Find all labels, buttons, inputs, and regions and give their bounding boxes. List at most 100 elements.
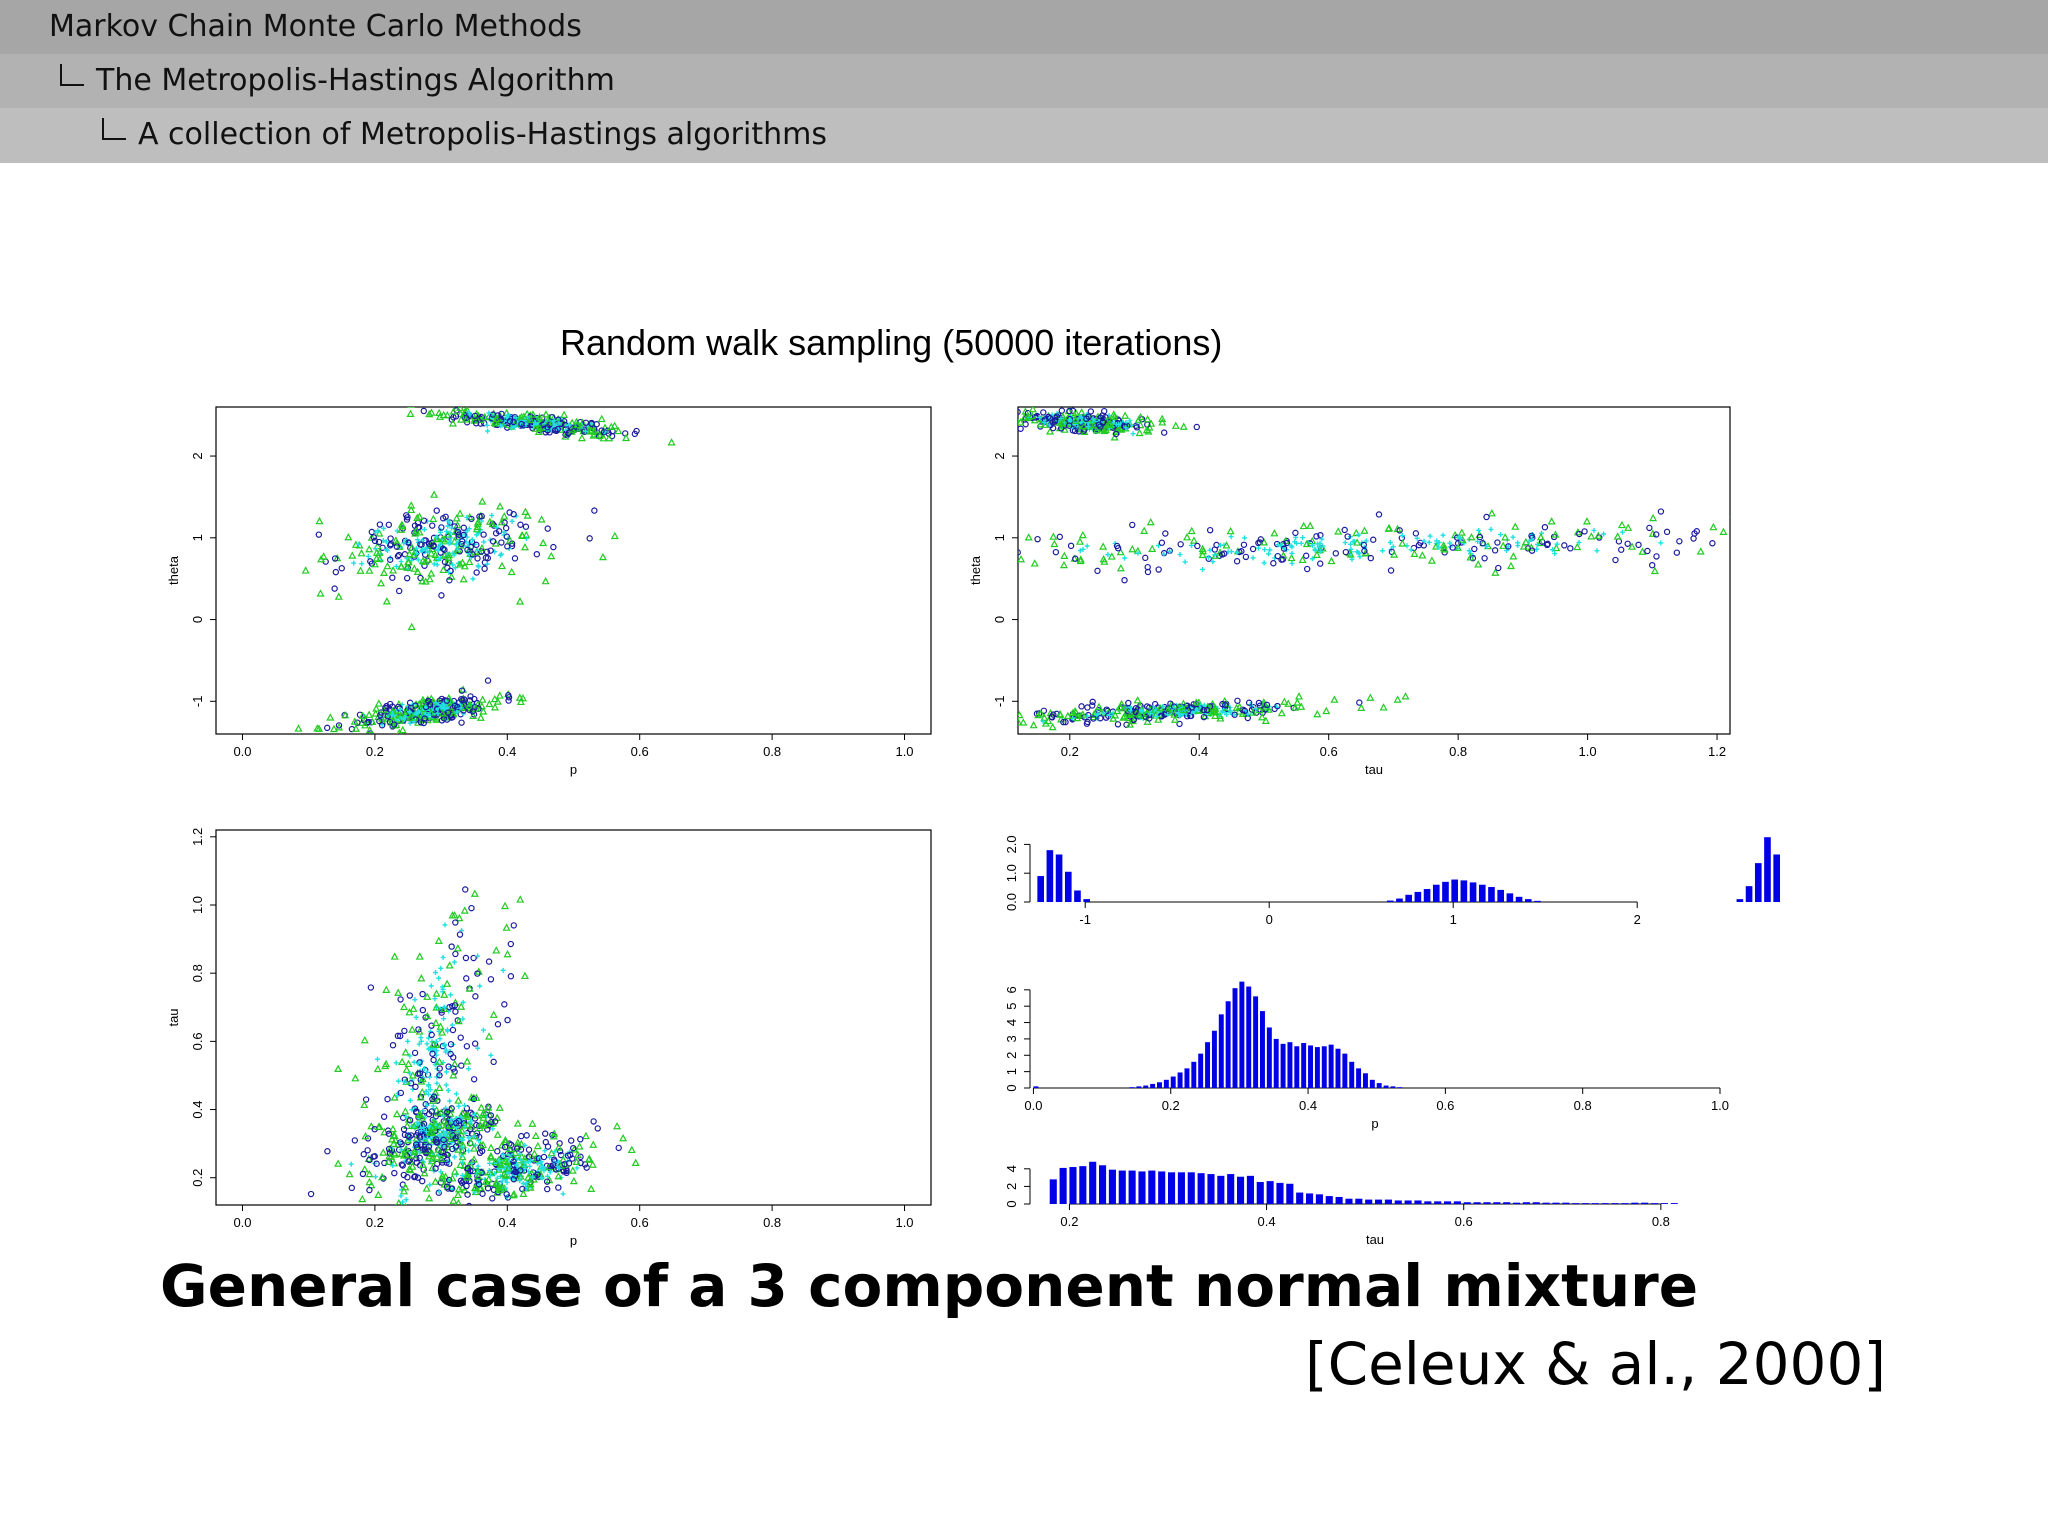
scatter-point-triangle [358,1194,367,1203]
scatter-point-plus [437,541,443,547]
scatter-point-triangle [1551,530,1560,538]
histogram-bar [1369,1079,1375,1088]
scatter-point-triangle [439,410,448,419]
scatter-point-circle [518,420,525,428]
scatter-point-triangle [418,695,427,704]
scatter-point-triangle [486,1151,495,1160]
histogram-bar [1552,1202,1560,1204]
scatter-point-triangle [477,543,486,552]
y-axis-label: tau [166,1008,181,1026]
scatter-point-circle [462,886,469,893]
scatter-point-triangle [1650,566,1659,575]
x-tick-label: 1.0 [895,744,913,759]
scatter-point-circle [364,1147,371,1154]
scatter-point-circle [412,1083,419,1091]
scatter-point-plus [415,1061,421,1067]
scatter-point-circle [433,1136,440,1143]
scatter-point-circle [513,1145,521,1152]
scatter-point-circle [1618,546,1625,553]
scatter-point-triangle [568,1166,577,1174]
scatter-point-triangle [520,971,529,980]
scatter-point-circle [403,574,411,582]
scatter-point-plus [1554,541,1560,547]
scatter-point-triangle [466,1138,475,1146]
scatter-point-triangle [1260,538,1269,546]
histogram-bar [1432,884,1440,902]
scatter-point-circle [504,1016,511,1024]
scatter-point-triangle [1729,516,1730,518]
scatter-point-circle [445,1176,453,1184]
scatter-point-triangle [440,1117,449,1125]
scatter-point-circle [1060,718,1067,726]
scatter-point-circle [397,1089,405,1097]
scatter-point-circle [397,1211,402,1216]
scatter-point-triangle [407,622,416,631]
histogram-bar [1631,1202,1639,1204]
scatter-point-plus [443,1082,449,1088]
histogram-bar [1049,1179,1057,1204]
scatter-point-circle [1653,531,1660,538]
histogram-bar [1506,893,1514,902]
scatter-point-plus [468,1118,474,1124]
scatter-point-circle [433,1138,440,1146]
histogram-bar [1157,1082,1162,1088]
scatter-point-circle [348,1184,356,1192]
scatter-point-circle [387,540,395,548]
scatter-point-circle [501,1001,508,1008]
scatter-point-triangle [404,1059,413,1068]
scatter-point-plus [1289,544,1295,550]
scatter-point-plus [532,420,538,426]
scatter-point-plus [441,1016,447,1022]
histogram-bar [1143,1085,1149,1088]
scatter-point-triangle [1187,526,1196,535]
scatter-point-plus [547,1169,553,1175]
histogram-bar [1524,899,1532,902]
histogram-bar [1405,894,1412,902]
scatter-point-triangle [390,952,399,960]
histogram-bar [1515,896,1523,902]
scatter-point-triangle [445,961,454,969]
scatter-point-plus [401,1079,407,1085]
scatter-point-circle [395,551,403,559]
histogram-bar [1463,1202,1471,1204]
scatter-point-plus [390,1163,396,1169]
scatter-point-plus [398,1193,404,1199]
scatter-point-plus [538,1166,544,1172]
scatter-point-plus [538,1174,544,1180]
scatter-point-circle [481,565,488,572]
scatter-point-triangle [453,1190,462,1199]
scatter-point-plus [1250,555,1256,561]
scatter-point-triangle [1458,535,1467,543]
scatter-point-circle [1635,541,1642,549]
histogram-bar [1260,1011,1265,1088]
scatter-point-triangle [1007,410,1013,416]
scatter-point-triangle [427,549,436,557]
scatter-point-triangle [578,418,587,426]
scatter-point-circle [1412,530,1420,537]
tree-corner-icon [60,64,84,86]
scatter-point-plus [1436,544,1442,550]
scatter-point-plus [1476,527,1482,533]
histogram-bar [1287,1042,1293,1088]
scatter-point-plus [602,429,608,435]
x-tick-label: 0.2 [366,1215,384,1230]
scatter-point-triangle [997,405,1003,411]
scatter-point-triangle [357,549,366,557]
scatter-point-circle [452,1135,459,1142]
scatter-point-triangle [532,1154,541,1163]
scatter-point-circle [416,1154,423,1162]
scatter-point-circle [1142,554,1149,562]
scatter-point-triangle [384,1157,393,1165]
scatter-point-plus [1200,566,1206,572]
scatter-point-triangle [1154,715,1163,723]
scatter-point-triangle [1467,532,1476,541]
scatter-point-circle [479,1190,486,1197]
scatter-point-circle [480,531,487,538]
scatter-point-circle [1241,707,1249,715]
scatter-point-plus [1176,710,1182,716]
y-tick-label: 0.8 [190,964,205,982]
x-tick-label: 1.0 [1579,744,1597,759]
scatter-point-circle [432,1113,440,1120]
scatter-point-circle [506,509,513,516]
scatter-point-plus [555,1159,561,1165]
